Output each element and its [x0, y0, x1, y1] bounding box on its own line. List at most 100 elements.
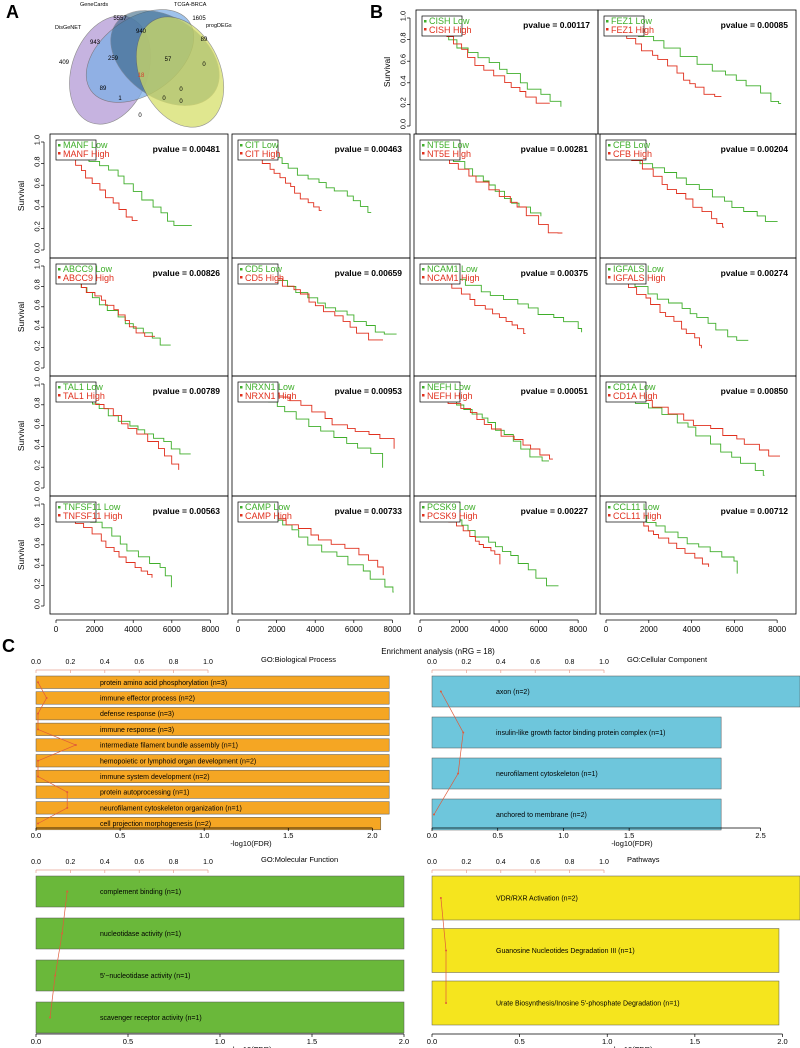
venn-count: 0 — [138, 113, 142, 119]
enrichment-bar — [35, 801, 390, 815]
survival-frame — [413, 495, 597, 615]
fdr-tick-label: 0.5 — [115, 831, 125, 840]
enrichment-bar — [35, 722, 390, 736]
legend-high-label: CD1A High — [613, 391, 658, 401]
survival-legend-box — [237, 501, 279, 523]
ratio-point — [66, 791, 69, 794]
legend-low-label: NT5E Low — [427, 140, 470, 150]
legend-low-label: CIT Low — [245, 140, 279, 150]
survival-y-tick-label: 0.0 — [33, 599, 42, 609]
survival-x-tick-label: 4000 — [490, 625, 508, 634]
legend-high-label: CD5 High — [245, 273, 284, 283]
legend-high-marker — [608, 152, 611, 155]
ratio-point — [439, 690, 442, 693]
enrichment-panel-1: GO:Cellular Component 0.0 0.2 0.4 0.6 0.8 1.0 a… — [427, 655, 800, 848]
ratio-tick-label: 0.4 — [496, 859, 506, 866]
legend-low-label: MANF Low — [63, 140, 108, 150]
ratio-point — [45, 696, 48, 699]
enrichment-term-label: protein amino acid phosphorylation (n=3) — [100, 680, 227, 687]
survival-y-tick-label: 0.2 — [33, 221, 42, 231]
legend-high-label: NEFH High — [427, 391, 473, 401]
survival-x-tick-label: 6000 — [345, 625, 363, 634]
ratio-point — [445, 949, 448, 952]
venn-count: 0 — [162, 96, 166, 102]
fdr-tick-label: 1.0 — [215, 1037, 225, 1046]
enrichment-term-label: VDR/RXR Activation (n=2) — [496, 896, 578, 903]
legend-high-label: CISH High — [429, 25, 472, 35]
ratio-tick-label: 0.8 — [169, 659, 179, 666]
enrichment-bar — [431, 875, 800, 921]
enrichment-bar — [35, 959, 405, 992]
survival-pvalue: pvalue = 0.00712 — [721, 506, 789, 516]
legend-low-label: NRXN1 Low — [245, 382, 295, 392]
venn-count: 943 — [90, 40, 101, 46]
ratio-tick-label: 1.0 — [203, 859, 213, 866]
survival-x-tick-label: 6000 — [725, 625, 743, 634]
enrichment-bar — [35, 738, 390, 752]
ratio-point — [37, 822, 39, 825]
survival-y-tick-label: 0.0 — [33, 243, 42, 253]
survival-legend-box — [603, 15, 645, 37]
ratio-tick-label: 0.0 — [427, 859, 437, 866]
survival-y-label: Survival — [16, 421, 26, 451]
survival-pvalue: pvalue = 0.00953 — [335, 386, 403, 396]
venn-count: 940 — [136, 29, 147, 35]
fdr-tick-label: 1.5 — [283, 831, 293, 840]
enrichment-panel-3: Pathways 0.0 0.2 0.4 0.6 0.8 1.0 VDR/RXR Activa… — [427, 855, 800, 1048]
ratio-point — [66, 806, 69, 809]
survival-y-tick-label: 0.8 — [33, 156, 42, 166]
enrichment-term-label: immune effector process (n=2) — [100, 695, 195, 702]
ratio-point — [433, 813, 435, 816]
ratio-point — [66, 890, 69, 893]
fdr-tick-label: 1.5 — [307, 1037, 317, 1046]
survival-x-tick-label: 8000 — [384, 625, 402, 634]
enrichment-bar — [35, 707, 390, 721]
legend-high-marker — [606, 28, 609, 31]
ratio-point — [37, 712, 39, 715]
legend-low-marker — [58, 268, 61, 271]
ratio-tick-label: 0.8 — [565, 859, 575, 866]
ratio-line — [49, 891, 68, 1018]
enrichment-panel-title: GO:Molecular Function — [261, 855, 338, 864]
survival-pvalue: pvalue = 0.00463 — [335, 144, 403, 154]
survival-y-tick-label: 1.0 — [33, 497, 42, 507]
legend-low-label: CFB Low — [613, 140, 651, 150]
legend-high-marker — [422, 514, 425, 517]
enrichment-bar — [35, 1001, 405, 1034]
survival-y-tick-label: 0.0 — [33, 481, 42, 491]
survival-y-label: Survival — [16, 302, 26, 332]
survival-y-tick-label: 0.2 — [33, 460, 42, 470]
fdr-tick-label: 1.5 — [624, 831, 634, 840]
survival-y-tick-label: 0.4 — [33, 439, 42, 449]
survival-legend-box — [237, 139, 279, 161]
legend-low-marker — [58, 386, 61, 389]
enrichment-bar — [35, 691, 390, 705]
enrichment-term-label: intermediate filament bundle assembly (n… — [100, 743, 238, 750]
fdr-tick-label: 0.5 — [123, 1037, 133, 1046]
survival-frame — [49, 495, 229, 615]
legend-low-marker — [608, 506, 611, 509]
enrichment-term-label: scavenger receptor activity (n=1) — [100, 1015, 202, 1022]
ratio-tick-label: 0.2 — [66, 859, 76, 866]
ratio-point — [445, 1002, 448, 1004]
legend-low-marker — [422, 386, 425, 389]
legend-high-label: TAL1 High — [63, 391, 105, 401]
survival-legend-box — [55, 139, 97, 161]
panel-letter-a: A — [6, 2, 19, 22]
enrichment-bar — [35, 917, 405, 950]
fdr-tick-label: 1.0 — [199, 831, 209, 840]
survival-legend-box — [419, 263, 461, 285]
survival-legend-box — [237, 381, 279, 403]
enrichment-bar — [431, 980, 780, 1026]
survival-y-tick-label: 0.4 — [33, 558, 42, 568]
fdr-axis-label: -log10(FDR) — [611, 1045, 653, 1048]
enrichment-bar — [431, 928, 780, 973]
enrichment-term-label: neurofilament cytoskeleton organization … — [100, 805, 242, 812]
survival-y-tick-label: 0.8 — [33, 517, 42, 527]
enrichment-term-label: anchored to membrane (n=2) — [496, 812, 587, 819]
